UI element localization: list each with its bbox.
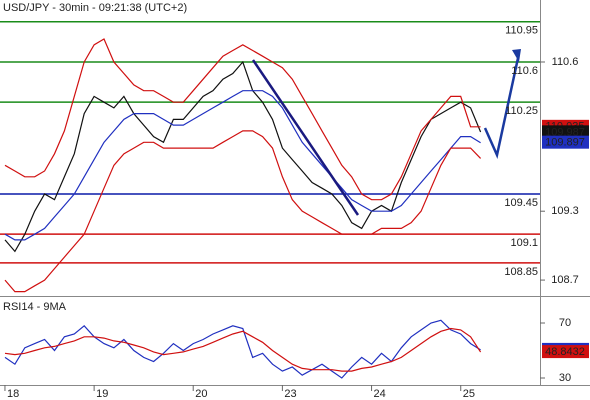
chart-title: USD/JPY - 30min - 09:21:38 (UTC+2) [3, 2, 187, 14]
series-line [4, 38, 481, 201]
series-line [4, 90, 481, 241]
title-bg [0, 0, 182, 14]
price-tag [542, 345, 589, 359]
y-tick-label: 110.6 [552, 56, 579, 68]
trend-line [251, 59, 360, 216]
price-tag [542, 125, 589, 139]
level-label: 109.1 [510, 237, 538, 249]
x-tick-label: 19 [96, 388, 108, 400]
projection-arrow [483, 57, 520, 160]
x-tick-label: 18 [7, 388, 19, 400]
x-tick-label: 24 [374, 388, 386, 400]
x-tick-label: 25 [463, 388, 475, 400]
level-label: 110.25 [505, 105, 538, 117]
series-line [4, 327, 482, 372]
plot [0, 21, 540, 379]
price-tag [542, 135, 589, 149]
series-line [4, 130, 482, 293]
rsi-title-bg [0, 300, 66, 313]
level-label: 109.45 [504, 197, 538, 209]
y-tick-label: 108.7 [551, 274, 579, 286]
series-line [4, 319, 481, 379]
x-tick-label: 23 [284, 388, 296, 400]
price-tag-label: 109.897 [545, 137, 585, 149]
y-tick-label: 70 [559, 317, 571, 329]
level-label: 108.85 [504, 266, 538, 278]
series-line [4, 60, 482, 253]
y-tick-label: 109.3 [551, 205, 579, 217]
arrow-head [512, 49, 521, 62]
rsi-title: RSI14 - 9MA [3, 301, 67, 313]
level-label: 110.95 [505, 25, 538, 37]
price-tag-label: 48.8432 [545, 346, 585, 358]
x-tick-label: 20 [195, 388, 207, 400]
level-label: 110.6 [511, 65, 538, 77]
price-tag-label: 109.987 [545, 126, 585, 138]
y-tick-label: 30 [559, 372, 571, 384]
